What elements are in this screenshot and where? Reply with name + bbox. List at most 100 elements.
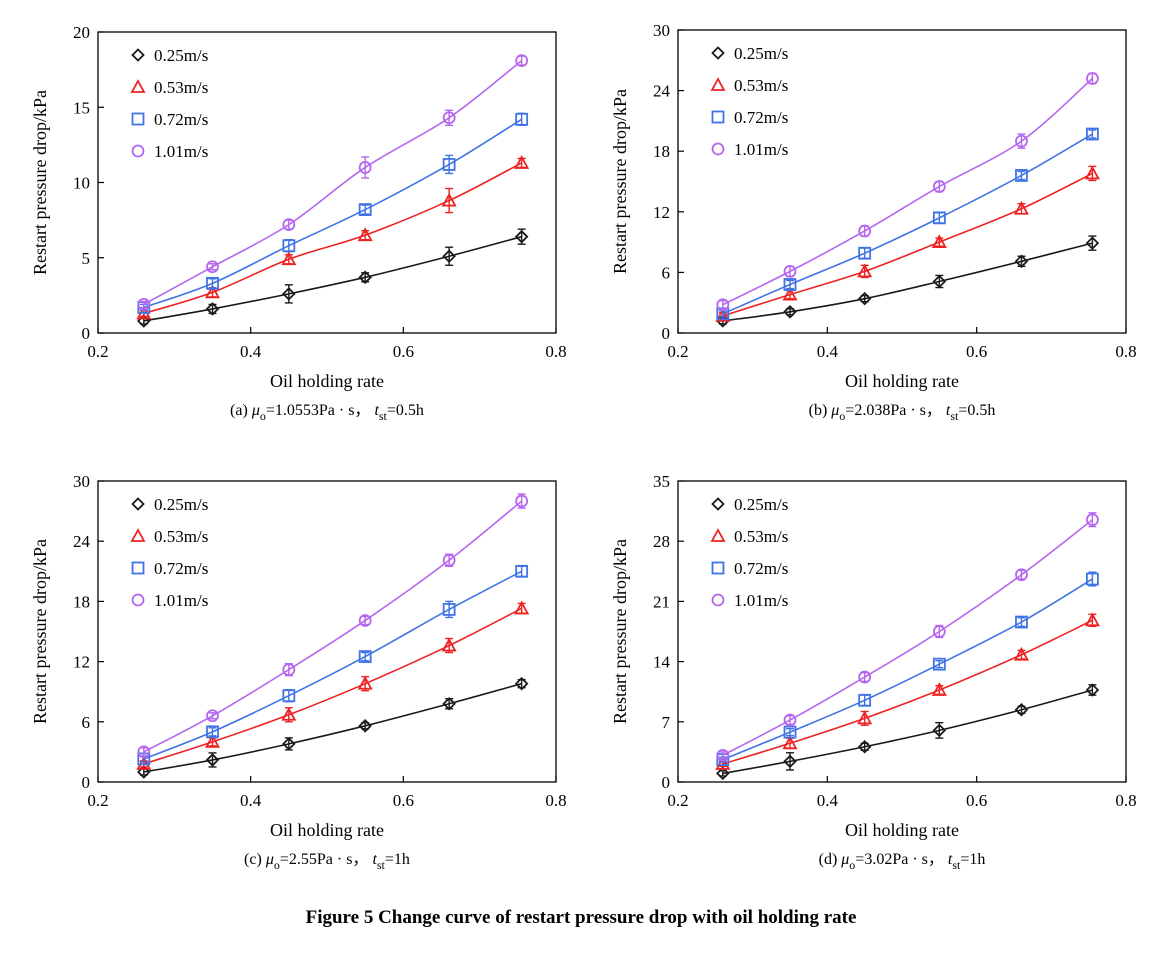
panel-caption: (c) μo=2.55Pa · s， tst=1h — [244, 851, 410, 872]
legend-marker — [711, 110, 725, 124]
series-line — [143, 607, 523, 765]
y-tick-label: 30 — [653, 21, 670, 40]
data-point — [782, 735, 798, 750]
data-point — [137, 765, 151, 779]
data-point — [716, 766, 730, 781]
data-point — [783, 278, 797, 291]
legend-label: 1.01m/s — [734, 591, 788, 610]
data-point — [441, 192, 457, 207]
legend-item: 1.01m/s — [131, 591, 208, 610]
legend-label: 0.53m/s — [734, 527, 788, 546]
data-point — [514, 155, 530, 169]
y-tick-label: 15 — [73, 98, 90, 117]
legend-marker — [711, 593, 725, 607]
y-tick-label: 5 — [82, 249, 91, 268]
data-point — [858, 693, 872, 707]
data-point — [857, 739, 872, 754]
legend-label: 0.25m/s — [154, 46, 208, 65]
caption-prefix: (c) — [244, 851, 266, 868]
data-point — [204, 284, 221, 299]
y-tick-label: 6 — [82, 713, 91, 732]
data-point — [716, 748, 730, 762]
data-point — [783, 754, 797, 769]
caption-t-sub: st — [377, 858, 386, 872]
legend-marker — [711, 142, 725, 156]
legend-item: 0.72m/s — [131, 559, 208, 578]
data-point — [932, 657, 946, 671]
data-point — [1084, 612, 1100, 627]
data-point — [1086, 513, 1099, 527]
legend-item: 0.53m/s — [130, 78, 208, 97]
legend-marker — [131, 497, 145, 511]
panel-caption: (d) μo=3.02Pa · s， tst=1h — [819, 851, 986, 872]
data-point — [783, 725, 797, 739]
legend-label: 1.01m/s — [154, 142, 208, 161]
data-point — [1015, 169, 1028, 182]
legend-item: 0.53m/s — [710, 76, 788, 95]
data-point — [515, 564, 529, 578]
legend-marker — [131, 561, 145, 575]
data-point — [358, 719, 372, 733]
y-tick-label: 12 — [653, 203, 670, 222]
panel-c: 0.2 0.4 0.6 0.8 0 6 12 18 24 30 Oil holding rate Re… — [30, 472, 567, 872]
data-point — [515, 112, 529, 126]
caption-mu-value: =1.0553Pa · s， — [266, 402, 375, 419]
series-0.25m/s — [716, 683, 1100, 781]
data-point — [1086, 127, 1099, 141]
x-axis-title: Oil holding rate — [270, 371, 384, 391]
data-point — [1013, 646, 1029, 661]
series-0.53m/s — [136, 155, 530, 320]
data-point — [1085, 683, 1100, 697]
legend-marker — [130, 528, 146, 542]
data-point — [932, 625, 946, 638]
data-point — [858, 246, 872, 260]
panel-a: 0.2 0.4 0.6 0.8 0 5 10 15 20 Oil holding rate Rest… — [30, 23, 567, 423]
y-axis-title: Restart pressure drop/kPa — [30, 90, 50, 275]
data-point — [282, 737, 296, 751]
legend-marker — [130, 79, 146, 93]
y-tick-label: 20 — [73, 23, 90, 42]
series-1.01m/s — [716, 72, 1099, 312]
y-tick-label: 18 — [73, 592, 90, 611]
legend-item: 0.72m/s — [711, 559, 788, 578]
data-point — [715, 756, 731, 770]
data-point — [1015, 134, 1028, 148]
caption-mu: μ — [830, 402, 839, 419]
legend-item: 0.53m/s — [130, 527, 208, 546]
data-point — [442, 553, 456, 567]
y-tick-label: 0 — [662, 324, 671, 343]
legend-item: 0.72m/s — [131, 110, 208, 129]
legend-marker — [710, 528, 726, 542]
y-tick-label: 14 — [653, 653, 671, 672]
caption-t: t — [374, 402, 379, 419]
panel-d: 0.2 0.4 0.6 0.8 0 7 14 21 28 35 Oil holding rate Re… — [610, 472, 1137, 872]
plot-frame — [97, 480, 557, 783]
series-0.25m/s — [137, 676, 529, 779]
legend-label: 0.25m/s — [734, 44, 788, 63]
y-tick-label: 18 — [653, 142, 670, 161]
x-tick-label: 0.4 — [240, 342, 262, 361]
x-tick-label: 0.2 — [87, 342, 108, 361]
data-point — [282, 239, 296, 253]
caption-t-sub: st — [950, 409, 959, 423]
data-point — [441, 637, 457, 652]
data-point — [931, 234, 947, 249]
data-point — [1084, 165, 1100, 180]
legend-label: 0.53m/s — [154, 527, 208, 546]
caption-t-value: =0.5h — [387, 402, 424, 419]
data-point — [137, 745, 151, 759]
caption-mu-sub: o — [274, 858, 280, 872]
y-tick-label: 24 — [653, 82, 671, 101]
x-tick-label: 0.6 — [966, 791, 987, 810]
data-point — [136, 756, 152, 770]
y-tick-label: 7 — [662, 713, 671, 732]
data-point — [358, 614, 372, 627]
data-point — [514, 229, 529, 244]
legend-item: 0.25m/s — [131, 495, 208, 514]
caption-mu: μ — [265, 851, 274, 868]
legend-item: 0.25m/s — [711, 495, 788, 514]
data-point — [358, 161, 372, 174]
x-axis-title: Oil holding rate — [845, 371, 959, 391]
data-point — [282, 287, 296, 301]
